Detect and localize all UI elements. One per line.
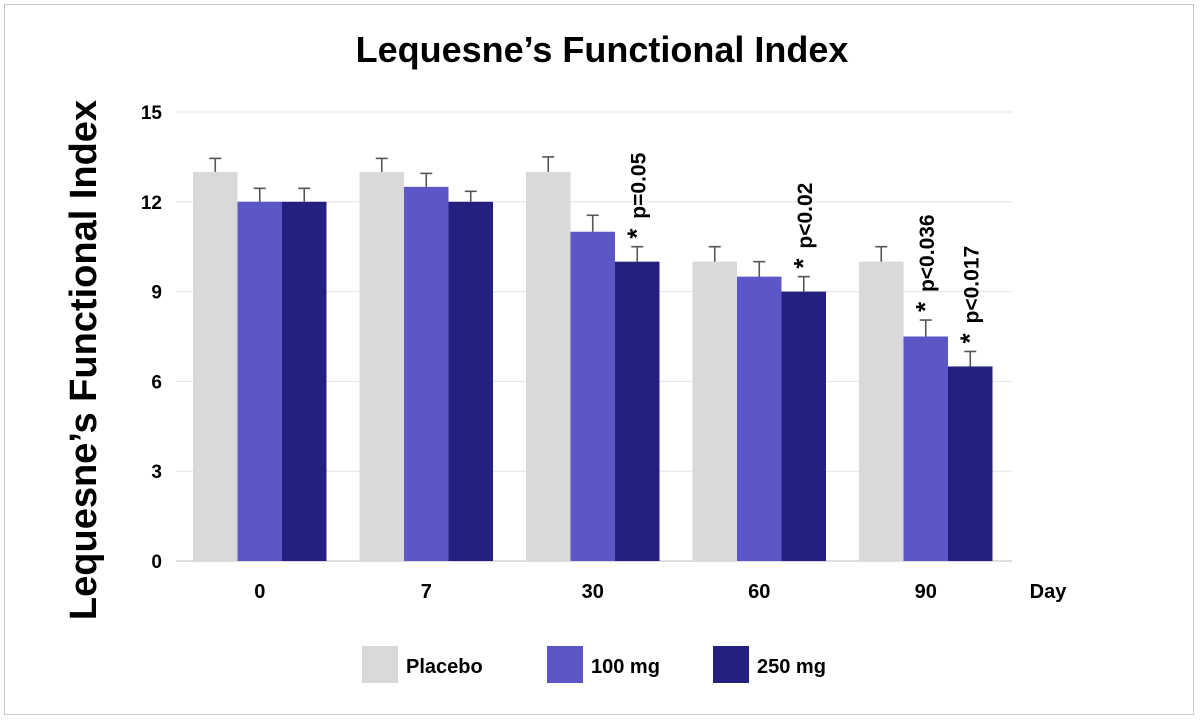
legend-label: 100 mg [591, 656, 660, 678]
asterisk: * [910, 301, 940, 312]
bar [570, 231, 615, 561]
bar [859, 261, 904, 561]
x-tick-label: 60 [748, 581, 770, 603]
y-tick-labels: 0 3 6 9 12 15 [141, 103, 163, 573]
error-bars [209, 156, 977, 367]
y-tick-label: 0 [151, 552, 162, 573]
chart-frame [4, 4, 1194, 715]
x-axis-label: Day [1030, 581, 1068, 603]
bar [948, 366, 993, 561]
bars [193, 171, 993, 562]
bar [526, 171, 571, 561]
bar [737, 276, 782, 561]
y-tick-label: 15 [141, 103, 163, 124]
p-value-label: p<0.017 [960, 246, 983, 324]
bar [237, 201, 282, 562]
asterisk: * [954, 332, 984, 343]
p-value-label: p<0.02 [794, 183, 817, 249]
y-tick-label: 6 [151, 372, 162, 393]
bar [282, 201, 327, 562]
chart-title: Lequesne’s Functional Index [356, 29, 849, 70]
legend-swatch [547, 646, 583, 683]
bar [692, 261, 737, 561]
legend-swatch [362, 646, 398, 683]
y-tick-label: 9 [151, 283, 162, 304]
bar [615, 261, 660, 561]
bar [448, 201, 493, 562]
annotation: * p=0.05 [621, 152, 651, 238]
asterisk: * [788, 258, 818, 269]
p-value-label: p=0.05 [627, 152, 650, 218]
y-tick-label: 3 [151, 462, 162, 483]
bar [903, 336, 948, 561]
legend-label: 250 mg [757, 656, 826, 678]
asterisk: * [621, 228, 651, 239]
x-tick-label: 90 [915, 581, 937, 603]
bar [193, 171, 238, 561]
y-tick-label: 12 [141, 193, 162, 214]
legend-label: Placebo [406, 656, 483, 678]
legend-swatch [713, 646, 749, 683]
annotation: * p<0.017 [954, 246, 984, 344]
x-tick-label: 30 [582, 581, 604, 603]
x-tick-labels: 0 7 30 60 90 [254, 581, 937, 603]
legend: Placebo 100 mg 250 mg [362, 646, 826, 683]
annotation: * p<0.036 [910, 214, 940, 312]
annotation: * p<0.02 [788, 183, 818, 269]
significance-annotations: * p=0.05 * p<0.02 * p<0.036 * p<0.017 [621, 152, 984, 343]
bar [781, 291, 826, 561]
x-tick-label: 7 [421, 581, 432, 603]
y-axis-label: Lequesne’s Functional Index [63, 100, 105, 620]
bar [404, 186, 449, 562]
p-value-label: p<0.036 [916, 214, 939, 292]
x-tick-label: 0 [254, 581, 265, 603]
bar [359, 171, 404, 561]
